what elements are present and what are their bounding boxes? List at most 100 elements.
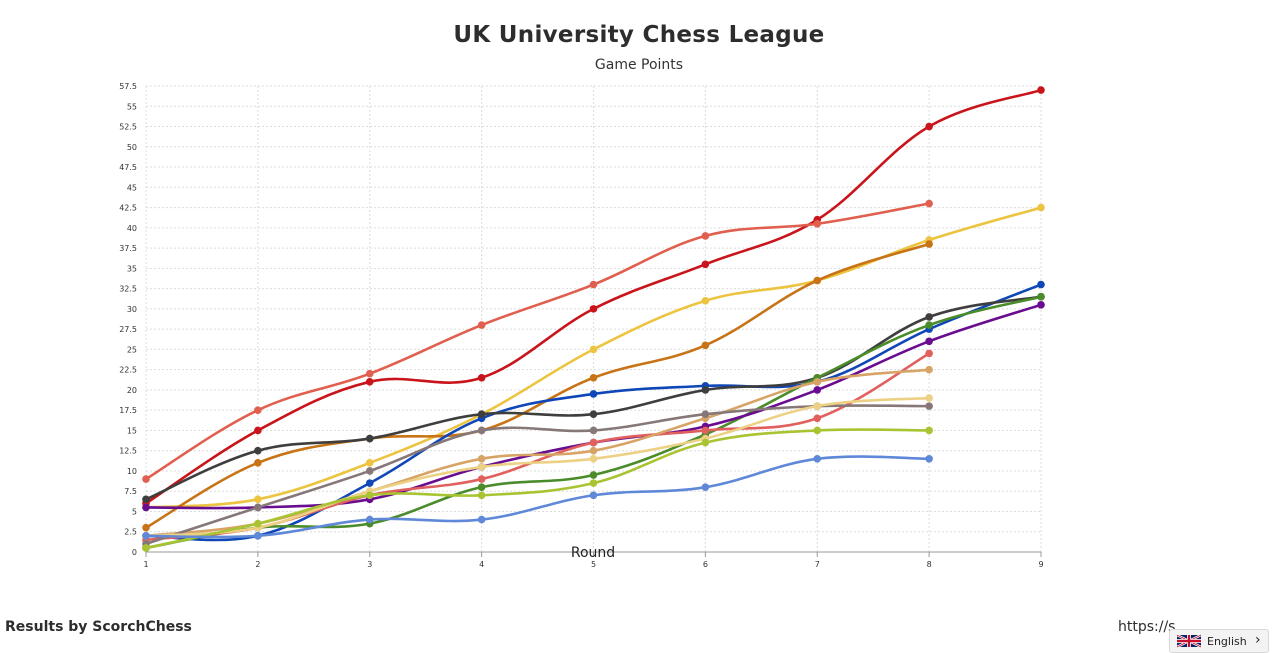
data-point[interactable] [701,438,710,447]
y-tick-label: 2.5 [124,528,137,537]
data-point[interactable] [477,475,486,483]
data-point[interactable] [589,373,598,382]
data-point[interactable] [813,414,822,423]
data-point[interactable] [589,410,598,419]
data-point[interactable] [589,280,598,289]
x-tick-label: 6 [703,560,708,569]
data-point[interactable] [813,276,822,285]
data-point[interactable] [701,296,710,305]
data-point[interactable] [925,122,933,131]
data-point[interactable] [813,455,822,463]
data-point[interactable] [365,378,374,386]
data-point[interactable] [701,386,710,394]
data-point[interactable] [365,479,374,487]
data-point[interactable] [701,341,710,350]
data-point[interactable] [813,219,822,228]
data-point[interactable] [589,305,598,313]
data-point[interactable] [589,426,598,435]
data-point[interactable] [142,544,150,552]
y-tick-label: 0 [132,548,137,557]
y-tick-label: 15 [127,426,137,435]
data-point[interactable] [925,426,933,435]
data-point[interactable] [477,515,486,524]
data-point[interactable] [254,459,262,467]
series-line [144,404,931,546]
data-point[interactable] [142,523,150,532]
data-point[interactable] [925,455,933,463]
data-point[interactable] [477,410,486,419]
x-tick-label: 2 [255,560,260,569]
data-point[interactable] [254,406,262,414]
data-point[interactable] [365,434,374,443]
data-point[interactable] [701,232,710,240]
data-point[interactable] [254,519,262,528]
data-point[interactable] [925,240,933,248]
data-point[interactable] [254,531,262,540]
data-point[interactable] [477,463,486,471]
series-line [144,428,931,550]
data-point[interactable] [701,260,710,269]
chevron-right-icon: › [1255,632,1261,648]
series-line [144,242,931,529]
data-point[interactable] [589,446,598,455]
data-point[interactable] [701,483,710,491]
data-point[interactable] [1037,280,1045,289]
y-tick-label: 37.5 [119,244,137,253]
data-point[interactable] [142,531,150,540]
data-point[interactable] [589,455,598,463]
data-point[interactable] [477,455,486,463]
data-point[interactable] [925,394,933,402]
data-point[interactable] [477,483,486,491]
data-point[interactable] [365,491,374,500]
data-point[interactable] [1037,292,1045,301]
data-point[interactable] [813,402,822,410]
x-tick-label: 4 [479,560,484,569]
series-group [142,86,1045,552]
data-point[interactable] [254,426,262,435]
data-point[interactable] [1037,301,1045,309]
data-point[interactable] [925,313,933,321]
data-point[interactable] [925,365,933,374]
x-tick-label: 3 [367,560,372,569]
footer-url-link[interactable]: https://s [1118,619,1176,635]
series-line [144,455,931,539]
data-point[interactable] [254,503,262,512]
data-point[interactable] [365,467,374,475]
data-point[interactable] [701,426,710,435]
data-point[interactable] [925,321,933,329]
data-point[interactable] [589,390,598,398]
data-point[interactable] [254,495,262,504]
data-point[interactable] [813,426,822,435]
data-point[interactable] [925,337,933,346]
data-point[interactable] [142,495,150,504]
data-point[interactable] [477,491,486,500]
data-point[interactable] [142,475,150,483]
data-point[interactable] [925,402,933,410]
data-point[interactable] [589,479,598,487]
data-point[interactable] [477,373,486,382]
data-point[interactable] [813,378,822,386]
data-point[interactable] [925,199,933,208]
data-point[interactable] [1037,203,1045,212]
data-point[interactable] [365,515,374,524]
data-point[interactable] [254,446,262,455]
data-point[interactable] [589,491,598,500]
data-point[interactable] [589,471,598,479]
data-point[interactable] [365,459,374,467]
data-point[interactable] [813,386,822,394]
data-point[interactable] [365,369,374,378]
data-point[interactable] [1037,86,1045,94]
data-point[interactable] [589,345,598,354]
data-point[interactable] [589,438,598,447]
data-point[interactable] [477,321,486,329]
y-tick-label: 50 [127,143,137,152]
data-point[interactable] [925,349,933,358]
x-tick-label: 8 [927,560,932,569]
y-tick-label: 27.5 [119,325,137,334]
y-tick-label: 57.5 [119,82,137,91]
language-selector[interactable]: English › [1169,629,1269,653]
data-point[interactable] [142,503,150,512]
data-point[interactable] [701,410,710,419]
data-point[interactable] [477,426,486,435]
y-tick-label: 10 [127,467,137,476]
